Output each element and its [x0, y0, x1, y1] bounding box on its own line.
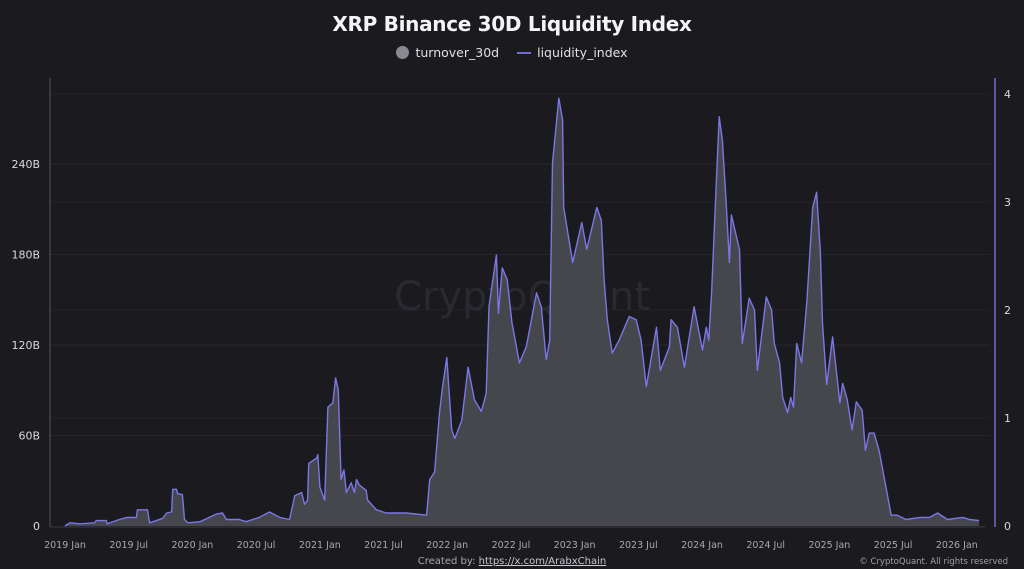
y-left-tick-label: 180B: [11, 249, 40, 262]
x-tick-label: 2021 Jul: [364, 540, 403, 551]
legend: turnover_30d liquidity_index: [0, 45, 1024, 60]
copyright: © CryptoQuant. All rights reserved: [859, 557, 1008, 567]
y-left-tick-label: 240B: [11, 158, 40, 171]
chart-title: XRP Binance 30D Liquidity Index: [332, 12, 692, 36]
y-right-tick-label: 0: [1004, 520, 1011, 533]
turnover-area: [64, 97, 980, 526]
y-right-tick-label: 4: [1004, 88, 1011, 101]
x-tick-label: 2026 Jan: [936, 540, 978, 551]
x-tick-label: 2020 Jan: [171, 540, 213, 551]
x-tick-label: 2025 Jan: [808, 540, 850, 551]
legend-item-liquidity[interactable]: liquidity_index: [517, 45, 628, 60]
y-left-tick-label: 60B: [18, 430, 40, 443]
x-tick-label: 2021 Jan: [299, 540, 341, 551]
x-tick-label: 2023 Jan: [554, 540, 596, 551]
x-tick-label: 2022 Jul: [492, 540, 531, 551]
watermark: CryptoQuant: [394, 274, 650, 320]
legend-label-turnover: turnover_30d: [415, 45, 500, 60]
x-tick-label: 2019 Jan: [44, 540, 86, 551]
x-tick-label: 2020 Jul: [237, 540, 276, 551]
footer: Created by: https://x.com/ArabxChain: [0, 556, 1024, 567]
legend-label-liquidity: liquidity_index: [537, 45, 628, 60]
x-tick-label: 2023 Jul: [619, 540, 658, 551]
y-right-tick-label: 2: [1004, 304, 1011, 317]
line-icon: [517, 51, 532, 54]
y-left-tick-label: 120B: [11, 339, 40, 352]
y-left-tick-label: 0: [33, 520, 40, 533]
x-tick-label: 2024 Jul: [746, 540, 785, 551]
x-tick-label: 2022 Jan: [426, 540, 468, 551]
liquidity-line: [64, 97, 980, 527]
y-right-tick-label: 1: [1004, 412, 1011, 425]
created-by-link[interactable]: https://x.com/ArabxChain: [478, 556, 607, 567]
x-tick-label: 2025 Jul: [874, 540, 913, 551]
circle-icon: [396, 46, 410, 59]
x-tick-label: 2019 Jul: [109, 540, 148, 551]
created-by-label: Created by:: [417, 556, 476, 567]
x-tick-label: 2024 Jan: [681, 540, 723, 551]
legend-item-turnover[interactable]: turnover_30d: [396, 45, 499, 60]
y-right-tick-label: 3: [1004, 196, 1011, 209]
